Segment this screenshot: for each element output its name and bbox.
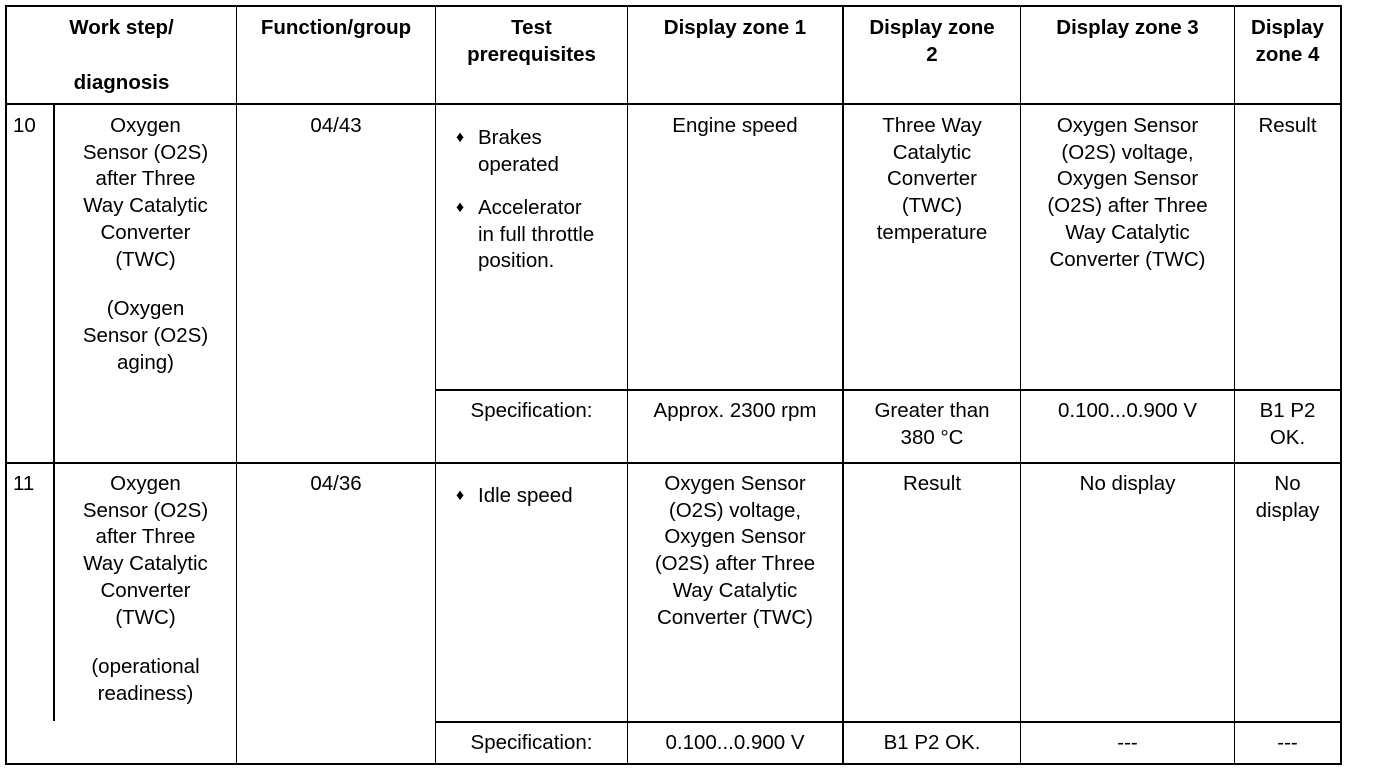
header-work-step-line1: Work step/ xyxy=(69,16,174,39)
header-zone3: Display zone 3 xyxy=(1056,16,1199,39)
row11-zone4: No display xyxy=(1255,472,1320,522)
col-line-prereq xyxy=(435,5,436,765)
row10-spec-label: Specification: xyxy=(470,399,593,422)
header-function-group: Function/group xyxy=(260,16,412,39)
row11-spec-zone4: --- xyxy=(1277,731,1298,754)
row11-function-group: 04/36 xyxy=(310,472,362,495)
col-line-zone1 xyxy=(627,5,628,765)
row10-zone4: Result xyxy=(1258,114,1317,137)
row11-spec-zone2: B1 P2 OK. xyxy=(883,731,981,754)
border-left xyxy=(5,5,7,765)
header-zone4-line2: zone 4 xyxy=(1255,42,1320,66)
bullet-diamond-icon: ♦ xyxy=(456,129,465,146)
spec-line-row11 xyxy=(435,721,1342,723)
col-line-zone2 xyxy=(842,5,844,765)
col-line-zone3 xyxy=(1020,5,1021,765)
header-zone2: Display zone 2 xyxy=(844,15,1020,68)
row11-step: 11 xyxy=(13,472,35,495)
header-work-step: Work step/ diagnosis xyxy=(7,15,236,96)
border-right xyxy=(1340,5,1342,765)
col-line-zone4 xyxy=(1234,5,1235,765)
header-test-prereq-line1: Test xyxy=(511,16,552,39)
row10-step: 10 xyxy=(13,114,36,137)
bullet-diamond-icon: ♦ xyxy=(456,487,465,504)
row10-spec-zone4: B1 P2 OK. xyxy=(1259,399,1316,449)
row11-zone3: No display xyxy=(1079,472,1176,495)
row10-function-group: 04/43 xyxy=(310,114,362,137)
col-line-step xyxy=(53,103,55,721)
row10-spec-zone2: Greater than 380 °C xyxy=(874,399,990,449)
row11-zone2: Result xyxy=(902,472,962,495)
row10-zone2: Three Way Catalytic Converter (TWC) temp… xyxy=(876,114,988,244)
header-zone1: Display zone 1 xyxy=(663,16,807,39)
header-bottom-line xyxy=(5,103,1342,105)
header-zone4-line1: Display xyxy=(1251,16,1324,39)
header-zone2-line1: Display zone xyxy=(869,16,995,39)
row11-spec-zone1: 0.100...0.900 V xyxy=(665,731,805,754)
row10-zone3: Oxygen Sensor (O2S) voltage, Oxygen Sens… xyxy=(1047,114,1208,271)
row11-spec-zone3: --- xyxy=(1117,731,1138,754)
header-zone2-line2: 2 xyxy=(926,42,938,66)
header-zone4: Display zone 4 xyxy=(1235,15,1340,68)
row11-prereq-bullet-1: ♦ Idle speed xyxy=(456,483,573,510)
col-line-function xyxy=(236,5,237,765)
row10-spec-zone3: 0.100...0.900 V xyxy=(1057,399,1198,422)
row11-diagnosis: Oxygen Sensor (O2S) after Three Way Cata… xyxy=(82,472,209,705)
row10-zone1: Engine speed xyxy=(672,114,798,137)
header-test-prereq-line2: prerequisites xyxy=(467,42,596,66)
header-test-prerequisites: Test prerequisites xyxy=(436,15,627,68)
row-divider xyxy=(5,462,1342,464)
bullet-diamond-icon: ♦ xyxy=(456,199,465,216)
row10-spec-zone1: Approx. 2300 rpm xyxy=(653,399,817,422)
row11-zone1: Oxygen Sensor (O2S) voltage, Oxygen Sens… xyxy=(654,472,816,629)
border-bottom xyxy=(5,763,1342,765)
row10-prereq-bullet-2: ♦ Accelerator in full throttle position. xyxy=(456,196,595,273)
row10-prereq-bullet-1: ♦ Brakes operated xyxy=(456,126,559,176)
border-top xyxy=(5,5,1342,7)
header-work-step-line2: diagnosis xyxy=(73,70,170,94)
row10-diagnosis: Oxygen Sensor (O2S) after Three Way Cata… xyxy=(82,114,209,374)
spec-line-row10 xyxy=(435,389,1342,391)
row11-spec-label: Specification: xyxy=(470,731,593,754)
